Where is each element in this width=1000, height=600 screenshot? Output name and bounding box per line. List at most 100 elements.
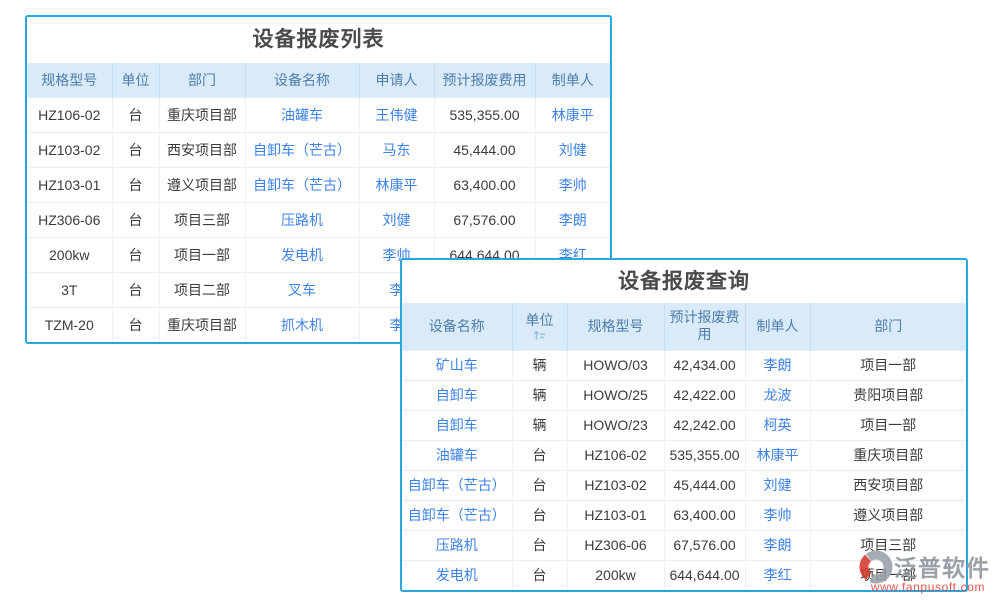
cell: HZ106-02: [566, 439, 664, 470]
cell-link[interactable]: 刘健: [358, 201, 434, 237]
cell-link[interactable]: 林康平: [744, 439, 810, 470]
cell-link[interactable]: 自卸车（芒古）: [402, 499, 512, 530]
column-header[interactable]: 单位: [111, 63, 159, 97]
cell: 辆: [511, 349, 567, 380]
scrap-query-window: 设备报废查询 设备名称 单位 规格型号 预计报废费用 制单人 部门 矿山车辆 HOWO/03…: [400, 258, 968, 592]
cell: 项目一部: [158, 236, 245, 272]
column-header[interactable]: 单位: [511, 303, 567, 350]
window-title: 设备报废列表: [252, 28, 385, 51]
column-header-label: 设备名称: [428, 317, 485, 334]
cell-link[interactable]: 自卸车（芒古）: [244, 166, 359, 202]
cell-link[interactable]: 压路机: [402, 529, 512, 560]
cell: HZ103-01: [27, 166, 112, 202]
cell: 台: [111, 271, 159, 307]
column-header[interactable]: 设备名称: [244, 63, 359, 97]
table-row: 自卸车（芒古）台 HZ103-02 45,444.00 刘健 西安项目部: [402, 469, 966, 500]
column-header-label: 预计报废费用: [442, 71, 527, 88]
cell: 台: [511, 529, 567, 560]
column-header[interactable]: 规格型号: [27, 63, 112, 97]
sort-icon[interactable]: [515, 330, 565, 341]
cell-link[interactable]: 李红: [744, 559, 810, 590]
cell-link[interactable]: 李朗: [744, 349, 810, 380]
cell: 42,434.00: [663, 349, 745, 380]
cell-link[interactable]: 油罐车: [402, 439, 512, 470]
cell-link[interactable]: 抓木机: [244, 306, 359, 342]
cell: 535,355.00: [663, 439, 745, 470]
cell: TZM-20: [27, 306, 112, 342]
cell: 重庆项目部: [158, 306, 245, 342]
column-header-label: 规格型号: [41, 71, 98, 88]
cell: 3T: [27, 271, 112, 307]
cell: HZ306-06: [27, 201, 112, 237]
table-row: 油罐车台 HZ106-02 535,355.00 林康平 重庆项目部: [402, 439, 966, 470]
column-header-label: 单位: [121, 71, 150, 88]
column-header-label: 设备名称: [274, 71, 330, 88]
column-header[interactable]: 制单人: [534, 63, 610, 97]
cell: 台: [511, 499, 567, 530]
cell-link[interactable]: 李帅: [744, 499, 810, 530]
cell: 项目二部: [158, 271, 245, 307]
cell-link[interactable]: 王伟健: [358, 96, 434, 132]
cell: 42,422.00: [663, 379, 745, 410]
column-header-label: 制单人: [756, 317, 799, 334]
cell-link[interactable]: 压路机: [244, 201, 359, 237]
column-header[interactable]: 规格型号: [566, 303, 664, 350]
cell-link[interactable]: 自卸车（芒古）: [402, 469, 512, 500]
column-header[interactable]: 制单人: [744, 303, 810, 350]
table-row: 矿山车辆 HOWO/03 42,434.00 李朗 项目一部: [402, 349, 966, 380]
cell: HZ306-06: [566, 529, 664, 560]
column-header[interactable]: 设备名称: [402, 303, 512, 350]
cell-link[interactable]: 自卸车: [402, 379, 512, 410]
column-header-label: 规格型号: [587, 317, 644, 334]
cell: 台: [111, 306, 159, 342]
table-row: 自卸车（芒古）台 HZ103-01 63,400.00 李帅 遵义项目部: [402, 499, 966, 530]
cell: 67,576.00: [433, 201, 535, 237]
cell: 项目三部: [809, 529, 966, 560]
cell: HZ106-02: [27, 96, 112, 132]
table-row: 发电机台 200kw 644,644.00 李红 项目一部: [402, 559, 966, 590]
cell-link[interactable]: 叉车: [244, 271, 359, 307]
cell-link[interactable]: 林康平: [358, 166, 434, 202]
cell: 535,355.00: [433, 96, 535, 132]
cell: 台: [111, 131, 159, 167]
cell-link[interactable]: 龙波: [744, 379, 810, 410]
cell: HOWO/23: [566, 409, 664, 440]
cell-link[interactable]: 自卸车: [402, 409, 512, 440]
cell-link[interactable]: 林康平: [534, 96, 610, 132]
cell: 67,576.00: [663, 529, 745, 560]
cell: 63,400.00: [433, 166, 535, 202]
header-row: 规格型号 单位 部门 设备名称 申请人 预计报废费用 制单人: [27, 63, 610, 97]
cell-link[interactable]: 自卸车（芒古）: [244, 131, 359, 167]
cell: 644,644.00: [663, 559, 745, 590]
table-row: HZ106-02 台重庆项目部 油罐车 王伟健 535,355.00 林康平: [27, 96, 610, 132]
cell: HOWO/25: [566, 379, 664, 410]
cell: 辆: [511, 409, 567, 440]
cell: 200kw: [566, 559, 664, 590]
column-header-label: 部门: [874, 317, 903, 334]
cell-link[interactable]: 李帅: [534, 166, 610, 202]
cell-link[interactable]: 李朗: [534, 201, 610, 237]
cell: 台: [111, 166, 159, 202]
cell-link[interactable]: 矿山车: [402, 349, 512, 380]
cell-link[interactable]: 李朗: [744, 529, 810, 560]
cell: 项目一部: [809, 409, 966, 440]
column-header[interactable]: 申请人: [358, 63, 434, 97]
cell: HZ103-01: [566, 499, 664, 530]
cell-link[interactable]: 刘健: [534, 131, 610, 167]
cell: 63,400.00: [663, 499, 745, 530]
cell: 台: [511, 439, 567, 470]
window-title: 设备报废查询: [618, 270, 750, 293]
column-header[interactable]: 部门: [158, 63, 245, 97]
cell-link[interactable]: 油罐车: [244, 96, 359, 132]
cell-link[interactable]: 发电机: [244, 236, 359, 272]
cell: HZ103-02: [27, 131, 112, 167]
column-header[interactable]: 预计报废费用: [663, 303, 745, 350]
column-header-label: 制单人: [551, 71, 594, 88]
column-header[interactable]: 预计报废费用: [433, 63, 535, 97]
cell: 42,242.00: [663, 409, 745, 440]
cell-link[interactable]: 刘健: [744, 469, 810, 500]
column-header[interactable]: 部门: [809, 303, 966, 350]
cell-link[interactable]: 发电机: [402, 559, 512, 590]
cell-link[interactable]: 马东: [358, 131, 434, 167]
cell-link[interactable]: 柯英: [744, 409, 810, 440]
